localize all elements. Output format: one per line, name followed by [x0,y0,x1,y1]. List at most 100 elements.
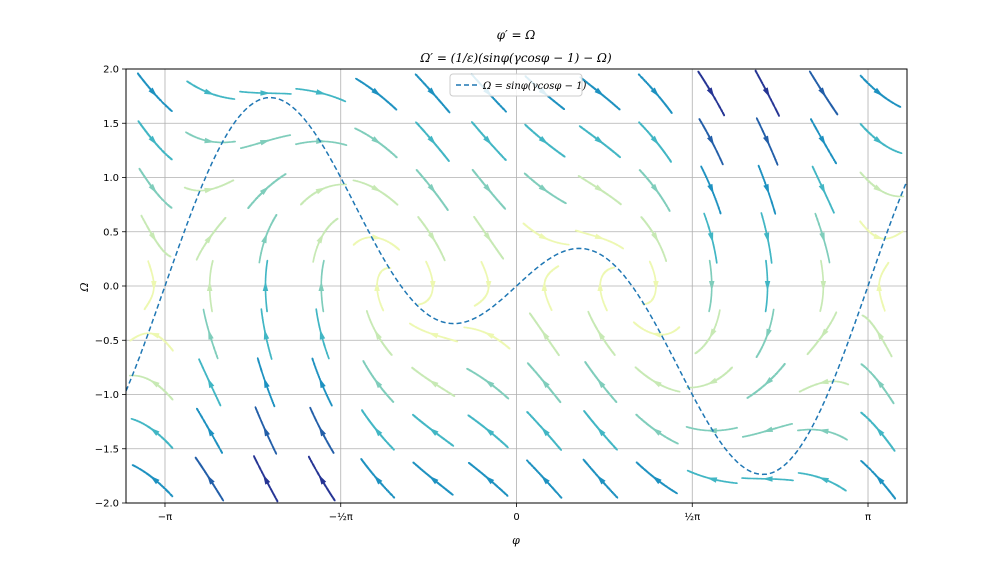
streamline-arrow [651,427,662,436]
streamline-arrow [597,378,606,389]
streamline-arrow [765,328,772,339]
streamline [140,214,172,258]
streamline-arrow [204,88,215,95]
streamline-arrow [149,379,160,388]
streamline-arrow [427,87,437,97]
streamline-arrow [148,135,158,146]
streamline-arrow [484,379,495,388]
streamline-arrow [541,475,550,485]
streamline-arrow [485,281,492,291]
legend-label: Ω = sinφ(γcosφ − 1) [482,81,587,92]
streamline-arrow [261,233,268,244]
chart-title-line2: Ω′ = (1/ε)(sinφ(γcosφ − 1) − Ω) [419,51,612,65]
streamline-arrow [876,378,885,389]
streamline-arrow [428,475,439,485]
streamline-arrow [706,477,718,483]
streamline [860,363,895,405]
x-tick-label: π [865,512,871,523]
streamline-arrow [706,87,715,98]
x-tick-label: ½π [684,511,700,523]
streamline-arrow [650,87,660,97]
streamline-arrow [374,329,382,340]
streamlines [128,69,905,503]
streamline-arrow [263,329,270,340]
streamline-arrow [651,232,659,243]
streamline [806,311,838,356]
streamline-arrow [541,378,550,389]
streamline-arrow [315,89,327,95]
chart-title-line1: φ′ = Ω [497,28,536,42]
streamline-arrow [207,426,215,437]
streamline-arrow [873,184,884,193]
y-tick-label: −0.5 [95,336,119,347]
streamline-arrow [763,135,770,146]
streamline-arrow [596,426,606,437]
streamline [640,216,667,262]
streamline-arrow [428,379,439,388]
streamline-arrow [762,426,774,433]
streamline-arrow [263,426,270,437]
streamline-arrow [873,136,884,145]
streamline-arrow [538,184,549,193]
streamline-arrow [652,475,662,485]
streamline-arrow [373,475,383,485]
y-tick-label: 0.5 [103,227,119,238]
streamline-arrow [538,136,549,145]
streamline-arrow [707,183,714,195]
streamline-arrow [483,135,492,146]
streamline-arrow [150,475,160,485]
streamline-arrow [207,377,215,389]
streamline-arrow [430,281,436,291]
streamline-arrow [820,281,827,291]
streamline [354,127,398,159]
streamline-arrow [428,332,439,339]
streamline-arrow [709,281,715,291]
streamline-arrow [316,138,327,144]
y-tick-label: −1.0 [95,390,119,401]
streamline-arrow [483,232,492,242]
streamline-arrow [762,87,770,98]
streamline-arrow [594,87,605,97]
x-axis-label: φ [512,534,520,547]
streamline-arrow [653,281,659,291]
streamline-arrow [483,183,492,194]
streamline-arrow [875,426,885,437]
streamline [861,314,893,358]
streamline [574,229,625,250]
streamline-arrow [594,136,605,145]
streamline-arrow [541,330,550,340]
streamline [638,169,671,212]
streamline-arrow [318,281,324,291]
streamline-arrow [651,379,662,388]
streamline [587,310,616,356]
streamline-arrow [206,281,213,291]
streamline-arrow [876,281,882,291]
streamline-arrow [541,281,548,291]
streamline-arrow [538,233,549,240]
streamline [362,360,395,403]
streamline [131,464,174,498]
streamline [352,179,399,206]
streamline-arrow [204,233,213,244]
streamline-arrow [594,184,605,193]
streamline-arrow [707,377,718,385]
streamline [186,80,236,100]
streamline-arrow [374,281,380,291]
streamline-arrow [427,232,436,242]
streamline-arrow [594,233,605,240]
streamline [300,183,347,206]
streamline-arrow [651,332,662,338]
y-tick-label: 0.0 [103,282,119,293]
streamline-arrow [762,476,773,482]
streamline-arrow [484,475,495,485]
streamline-arrow [428,427,439,436]
streamline [137,120,173,161]
streamline [859,171,905,198]
streamline-arrow [371,184,382,193]
streamline [746,362,786,399]
streamline [522,222,570,246]
streamline-arrow [427,135,437,146]
streamline-arrow [818,183,826,195]
streamline [860,411,896,452]
